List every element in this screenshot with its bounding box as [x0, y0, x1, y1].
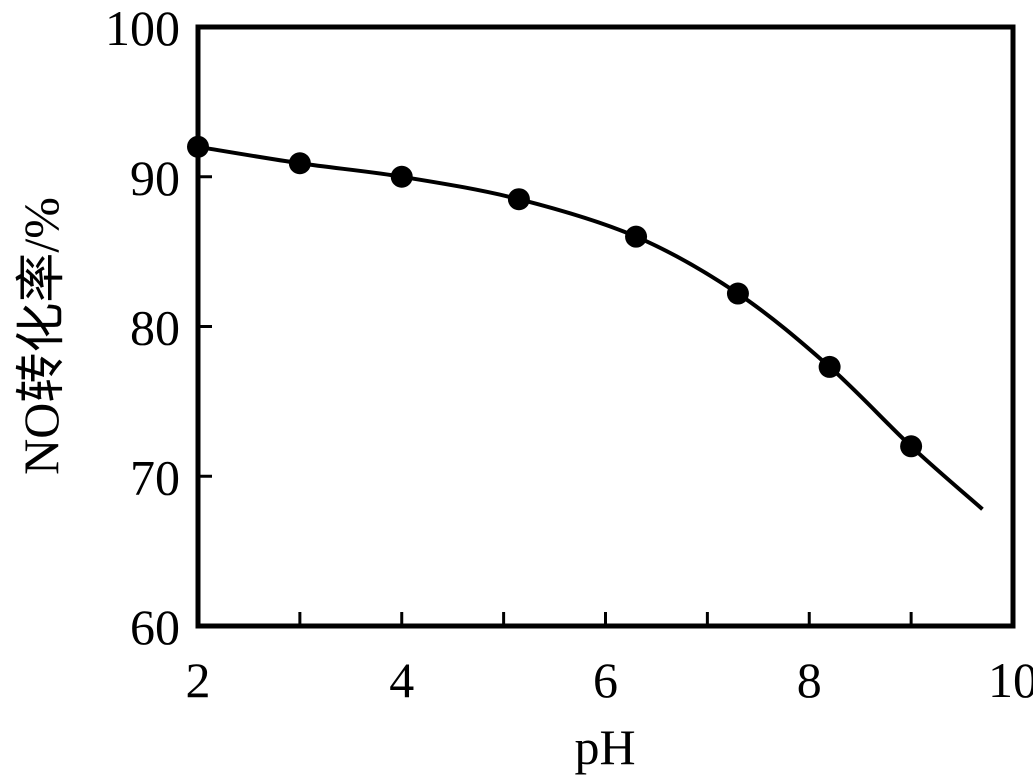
data-point-5	[726, 282, 749, 305]
y-tick-label-100: 100	[105, 0, 180, 56]
y-axis-label: NO转化率/%	[13, 197, 69, 475]
data-point-7	[900, 435, 923, 458]
data-point-6	[818, 355, 841, 378]
plot-frame	[195, 24, 1016, 629]
y-tick-label-80: 80	[130, 300, 180, 356]
data-point-0	[187, 135, 209, 158]
y-tick-label-90: 90	[130, 150, 180, 206]
series-group	[187, 135, 984, 511]
x-axis-tick-labels: 2 4 6 8 10	[186, 652, 1033, 708]
x-tick-label-6: 6	[593, 652, 618, 708]
x-tick-label-2: 2	[186, 652, 211, 708]
x-tick-label-10: 10	[988, 652, 1033, 708]
data-point-2	[390, 165, 413, 188]
y-tick-label-60: 60	[130, 599, 180, 655]
y-axis-tick-labels: 60 70 80 90 100	[105, 0, 180, 655]
data-point-3	[507, 188, 530, 211]
x-axis-label: pH	[574, 719, 635, 775]
x-axis-ticks	[196, 612, 1015, 626]
data-point-4	[625, 225, 648, 248]
series-line-0	[197, 144, 984, 511]
x-tick-label-8: 8	[797, 652, 822, 708]
y-axis-ticks	[198, 25, 212, 628]
x-tick-label-4: 4	[389, 652, 414, 708]
data-point-1	[288, 152, 311, 175]
y-tick-label-70: 70	[130, 449, 180, 505]
plot-area	[195, 24, 1016, 629]
